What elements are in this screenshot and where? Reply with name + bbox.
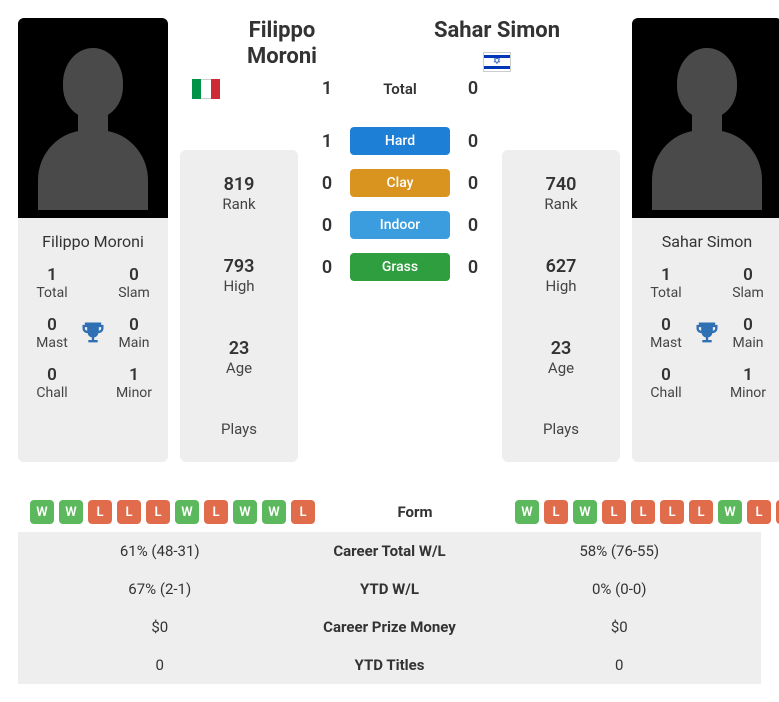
p1-mast: 0Mast: [28, 315, 76, 351]
p2-surface-score: 0: [456, 257, 490, 278]
player2-photo: [632, 18, 779, 218]
form-badge: L: [747, 500, 771, 524]
surface-row: 0 Indoor 0: [310, 211, 490, 239]
stat-label: Career Total W/L: [290, 542, 490, 560]
form-row: WWLLLWLWWL Form WLWLLLLWLL: [18, 492, 761, 532]
p1-surface-score: 1: [310, 131, 344, 152]
p2-form: WLWLLLLWLL: [515, 500, 779, 524]
player2-titles: 1Total 0Slam 0Mast 0Main 0Chall 1Minor: [632, 265, 779, 413]
p2-plays: Plays: [508, 420, 614, 438]
form-badge: W: [175, 500, 199, 524]
player2-name: Sahar Simon: [632, 218, 779, 265]
player2-header: Sahar Simon ✡: [407, 18, 587, 76]
surface-row: 1 Hard 0: [310, 127, 490, 155]
p2-high: 627High: [508, 256, 614, 295]
form-badge: L: [117, 500, 141, 524]
comparison-table: WWLLLWLWWL Form WLWLLLLWLL 61% (48-31) C…: [18, 492, 761, 684]
p2-stat: 58% (76-55): [490, 542, 750, 560]
p2-h2h-total: 0: [456, 78, 490, 99]
form-badge: L: [660, 500, 684, 524]
trophy-icon: [76, 319, 110, 347]
p1-stat: $0: [30, 618, 290, 636]
p1-minor: 1Minor: [110, 365, 158, 401]
surface-label: Clay: [350, 169, 450, 197]
player1-info: 819Rank 793High 23Age Plays: [180, 150, 298, 462]
form-badge: W: [233, 500, 257, 524]
stat-row: 0 YTD Titles 0: [18, 646, 761, 684]
p1-form: WWLLLWLWWL: [30, 500, 315, 524]
surface-label: Grass: [350, 253, 450, 281]
surface-label: Indoor: [350, 211, 450, 239]
p1-rank: 819Rank: [186, 174, 292, 213]
h2h-section: 1 Total 0 1 Hard 00 Clay 00 Indoor 00 Gr…: [310, 58, 490, 462]
p2-mast: 0Mast: [642, 315, 690, 351]
form-badge: W: [718, 500, 742, 524]
form-badge: L: [602, 500, 626, 524]
p2-surface-score: 0: [456, 131, 490, 152]
p2-chall: 0Chall: [642, 365, 690, 401]
form-badge: W: [573, 500, 597, 524]
p2-surface-score: 0: [456, 215, 490, 236]
p1-surface-score: 0: [310, 173, 344, 194]
form-badge: L: [291, 500, 315, 524]
player1-header: Filippo Moroni: [192, 18, 372, 99]
p1-plays: Plays: [186, 420, 292, 438]
israel-flag-icon: ✡: [483, 52, 511, 72]
p1-stat: 61% (48-31): [30, 542, 290, 560]
p1-slam: 0Slam: [110, 265, 158, 301]
surface-row: 0 Clay 0: [310, 169, 490, 197]
p2-age: 23Age: [508, 338, 614, 377]
p1-stat: 0: [30, 656, 290, 674]
stat-row: 61% (48-31) Career Total W/L 58% (76-55): [18, 532, 761, 570]
p2-minor: 1Minor: [724, 365, 772, 401]
italy-flag-icon: [192, 79, 220, 99]
form-label: Form: [315, 503, 515, 521]
form-badge: W: [262, 500, 286, 524]
stat-row: 67% (2-1) YTD W/L 0% (0-0): [18, 570, 761, 608]
player1-titles: 1Total 0Slam 0Mast 0Main 0Chall 1Minor: [18, 265, 168, 413]
form-badge: L: [204, 500, 228, 524]
form-badge: L: [88, 500, 112, 524]
p1-age: 23Age: [186, 338, 292, 377]
p1-chall: 0Chall: [28, 365, 76, 401]
player2-section: Sahar Simon 1Total 0Slam 0Mast 0Main 0Ch…: [502, 18, 779, 462]
form-badge: L: [631, 500, 655, 524]
stat-row: $0 Career Prize Money $0: [18, 608, 761, 646]
p2-slam: 0Slam: [724, 265, 772, 301]
p1-stat: 67% (2-1): [30, 580, 290, 598]
p2-rank: 740Rank: [508, 174, 614, 213]
player1-photo: [18, 18, 168, 218]
form-badge: L: [146, 500, 170, 524]
p1-surface-score: 0: [310, 215, 344, 236]
p2-stat: $0: [490, 618, 750, 636]
stat-label: YTD W/L: [290, 580, 490, 598]
p1-surface-score: 0: [310, 257, 344, 278]
player2-info: 740Rank 627High 23Age Plays: [502, 150, 620, 462]
p2-total: 1Total: [642, 265, 690, 301]
form-badge: L: [689, 500, 713, 524]
player1-card: Filippo Moroni 1Total 0Slam 0Mast 0Main …: [18, 18, 168, 462]
form-badge: W: [515, 500, 539, 524]
p1-total: 1Total: [28, 265, 76, 301]
p1-main: 0Main: [110, 315, 158, 351]
form-badge: W: [30, 500, 54, 524]
surface-label: Hard: [350, 127, 450, 155]
form-badge: L: [544, 500, 568, 524]
surface-row: 0 Grass 0: [310, 253, 490, 281]
form-badge: W: [59, 500, 83, 524]
stat-label: YTD Titles: [290, 656, 490, 674]
stat-label: Career Prize Money: [290, 618, 490, 636]
p2-stat: 0: [490, 656, 750, 674]
p2-surface-score: 0: [456, 173, 490, 194]
p1-high: 793High: [186, 256, 292, 295]
player2-card: Sahar Simon 1Total 0Slam 0Mast 0Main 0Ch…: [632, 18, 779, 462]
player1-name: Filippo Moroni: [18, 218, 168, 265]
trophy-icon: [690, 319, 724, 347]
p2-main: 0Main: [724, 315, 772, 351]
p2-stat: 0% (0-0): [490, 580, 750, 598]
